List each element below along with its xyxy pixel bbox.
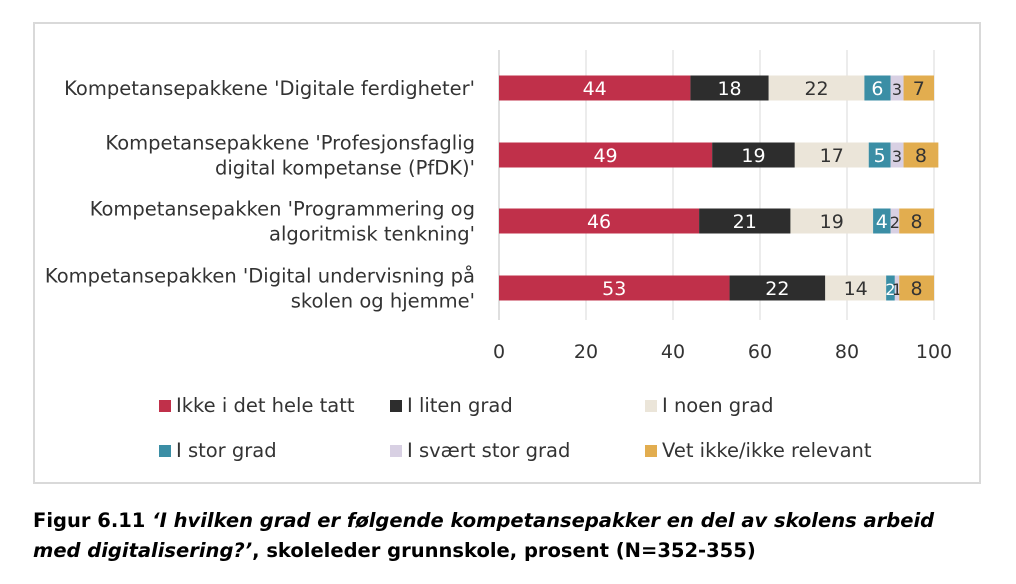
legend-swatch: [645, 445, 657, 457]
data-label: 21: [733, 211, 757, 233]
category-label: Kompetansepakkene 'Digitale ferdigheter': [64, 77, 475, 100]
caption-suffix: , skoleleder grunnskole, prosent (N=352-…: [252, 539, 756, 562]
bar-segment: [890, 208, 900, 234]
caption-question-line2: med digitalisering?’: [33, 539, 253, 562]
data-label: 4: [876, 211, 888, 233]
bar-segment: [499, 142, 713, 168]
legend-label: I noen grad: [662, 394, 774, 417]
category-label: Kompetansepakken 'Programmering og: [90, 198, 475, 221]
bar-segment: [886, 275, 895, 301]
data-label: 22: [804, 78, 828, 100]
legend-swatch: [159, 400, 171, 412]
legend-label: Ikke i det hele tatt: [176, 394, 355, 417]
x-tick-label: 100: [916, 341, 952, 363]
bar-segment: [864, 75, 891, 101]
caption-question-line1: ‘I hvilken grad er følgende kompetansepa…: [152, 509, 935, 532]
data-label: 44: [583, 78, 607, 100]
data-label: 8: [911, 278, 923, 300]
data-label: 22: [765, 278, 789, 300]
chart-frame: 0 20 40 60 80 100 Kompetansepakkene 'Digitale …: [33, 22, 981, 484]
data-label: 1: [892, 280, 902, 299]
data-label: 14: [844, 278, 868, 300]
caption-prefix: Figur 6.11: [33, 509, 153, 532]
data-label: 5: [874, 145, 886, 167]
legend-swatch: [390, 400, 402, 412]
bar-segment: [712, 142, 795, 168]
data-label: 53: [602, 278, 626, 300]
bar-segment: [499, 275, 730, 301]
bar-segment: [903, 75, 934, 101]
x-tick-label: 40: [661, 341, 685, 363]
bar-segment: [899, 208, 934, 234]
category-label: digital kompetanse (PfDK)': [215, 157, 475, 180]
data-label: 8: [915, 145, 927, 167]
bar-segment: [903, 142, 939, 168]
category-label: Kompetansepakken 'Digital undervisning p…: [45, 265, 475, 288]
bar-segment: [790, 208, 874, 234]
legend-label: I liten grad: [407, 394, 513, 417]
data-label: 49: [593, 145, 617, 167]
data-label: 7: [913, 78, 925, 100]
bar-segment: [873, 208, 891, 234]
data-label: 6: [871, 78, 883, 100]
data-label: 17: [820, 145, 844, 167]
category-label: algoritmisk tenkning': [269, 223, 475, 246]
bar-segment: [499, 208, 700, 234]
bar-segment: [690, 75, 769, 101]
data-label: 19: [741, 145, 765, 167]
data-label: 18: [717, 78, 741, 100]
x-tick-label: 60: [748, 341, 772, 363]
legend-swatch: [159, 445, 171, 457]
category-label: Kompetansepakkene 'Profesjonsfaglig: [105, 132, 475, 155]
stacked-bar-chart: 0 20 40 60 80 100 Kompetansepakkene 'Digitale …: [45, 50, 952, 462]
legend-label: Vet ikke/ikke relevant: [662, 439, 872, 462]
data-label: 19: [820, 211, 844, 233]
bar-segment: [699, 208, 791, 234]
figure-caption: Figur 6.11 ‘I hvilken grad er følgende k…: [33, 506, 993, 566]
bar-segment: [729, 275, 826, 301]
data-label: 2: [885, 280, 895, 299]
bar-segment: [794, 142, 869, 168]
x-tick-label: 80: [835, 341, 859, 363]
bar-segment: [890, 75, 904, 101]
bar-segment: [768, 75, 865, 101]
bar-segment: [890, 142, 904, 168]
bar-segment: [899, 275, 934, 301]
legend-swatch: [390, 445, 402, 457]
bar-segment: [499, 75, 691, 101]
bar-segment: [868, 142, 891, 168]
data-label: 3: [892, 147, 902, 166]
data-label: 8: [911, 211, 923, 233]
x-tick-label: 0: [493, 341, 505, 363]
data-label: 3: [892, 80, 902, 99]
category-label: skolen og hjemme': [291, 290, 475, 313]
data-label: 2: [890, 213, 900, 232]
legend-swatch: [645, 400, 657, 412]
data-label: 46: [587, 211, 611, 233]
bar-segment: [894, 275, 900, 301]
legend-label: I stor grad: [176, 439, 277, 462]
bar-segment: [825, 275, 887, 301]
legend-label: I svært stor grad: [407, 439, 570, 462]
x-tick-label: 20: [574, 341, 598, 363]
